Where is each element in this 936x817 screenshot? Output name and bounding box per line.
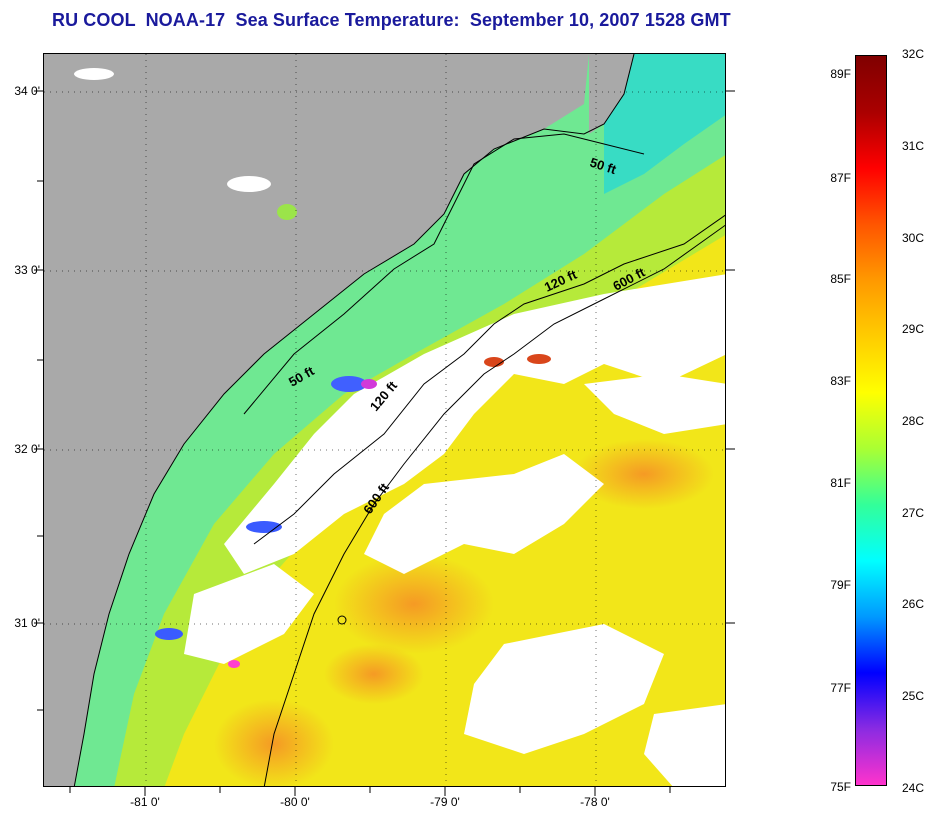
colorbar-f-label: 89F	[830, 67, 851, 81]
colorbar-c-label: 24C	[902, 781, 925, 795]
contour-600ft	[263, 224, 725, 786]
hot-patch	[484, 357, 504, 367]
cloud-speck	[74, 68, 114, 80]
hot-patch	[527, 354, 551, 364]
cloud-cover	[224, 274, 725, 574]
cold-patch	[155, 628, 183, 640]
contour-closed-ring	[337, 615, 347, 625]
lon-tick-label: -81 0'	[130, 795, 160, 809]
colorbar-c-label: 25C	[902, 689, 925, 703]
colorbar-c-label: 31C	[902, 139, 925, 153]
colorbar-f-label: 77F	[830, 681, 851, 695]
graticule	[44, 54, 725, 786]
colorbar-c-label: 29C	[902, 322, 925, 336]
contour-120ft	[253, 214, 725, 545]
colorbar-c-label: 32C	[902, 47, 925, 61]
colorbar-f-label: 85F	[830, 272, 851, 286]
lat-tick-label: 31 0'	[14, 616, 40, 630]
cold-patch	[331, 376, 367, 392]
cloud-cover	[464, 624, 664, 754]
lat-tick-label: 33 0'	[14, 263, 40, 277]
cloud-cover	[644, 704, 725, 786]
warm-patch	[214, 699, 334, 786]
colorbar-c-label: 26C	[902, 597, 925, 611]
colorbar-c-label: 27C	[902, 506, 925, 520]
lon-tick-label: -79 0'	[430, 795, 460, 809]
warm-patch	[334, 554, 494, 654]
lat-tick-label: 34 0'	[14, 84, 40, 98]
lon-tick-label: -78 0'	[580, 795, 610, 809]
cloud-cover	[364, 454, 604, 574]
land-mass-ne	[589, 54, 634, 134]
sst-map: 50 ft 50 ft 120 ft 120 ft 600 ft 600 ft	[44, 54, 725, 786]
cool-water	[604, 54, 725, 194]
warm-patch	[574, 439, 714, 509]
cloud-speck	[227, 176, 271, 192]
cloud-cover	[584, 374, 725, 434]
map-title: RU COOL NOAA-17 Sea Surface Temperature:…	[52, 10, 731, 30]
cold-patch	[228, 660, 240, 668]
lat-tick-label: 32 0'	[14, 442, 40, 456]
lon-tick-label: -80 0'	[280, 795, 310, 809]
cold-patch	[361, 379, 377, 389]
colorbar-f-label: 81F	[830, 476, 851, 490]
colorbar-f-label: 83F	[830, 374, 851, 388]
map-frame: 50 ft 50 ft 120 ft 120 ft 600 ft 600 ft	[43, 53, 726, 787]
coastline	[73, 54, 635, 786]
colorbar-f-label: 75F	[830, 780, 851, 794]
colorbar-f-label: 79F	[830, 578, 851, 592]
warm-patch	[324, 644, 424, 704]
cloud-cover	[184, 564, 314, 664]
colorbar-f-label: 87F	[830, 171, 851, 185]
colorbar-c-label: 30C	[902, 231, 925, 245]
land-mass	[44, 54, 589, 786]
water-speck	[277, 204, 297, 220]
colorbar-c-label: 28C	[902, 414, 925, 428]
contour-50ft	[243, 133, 645, 415]
temperature-colorbar	[855, 55, 887, 786]
